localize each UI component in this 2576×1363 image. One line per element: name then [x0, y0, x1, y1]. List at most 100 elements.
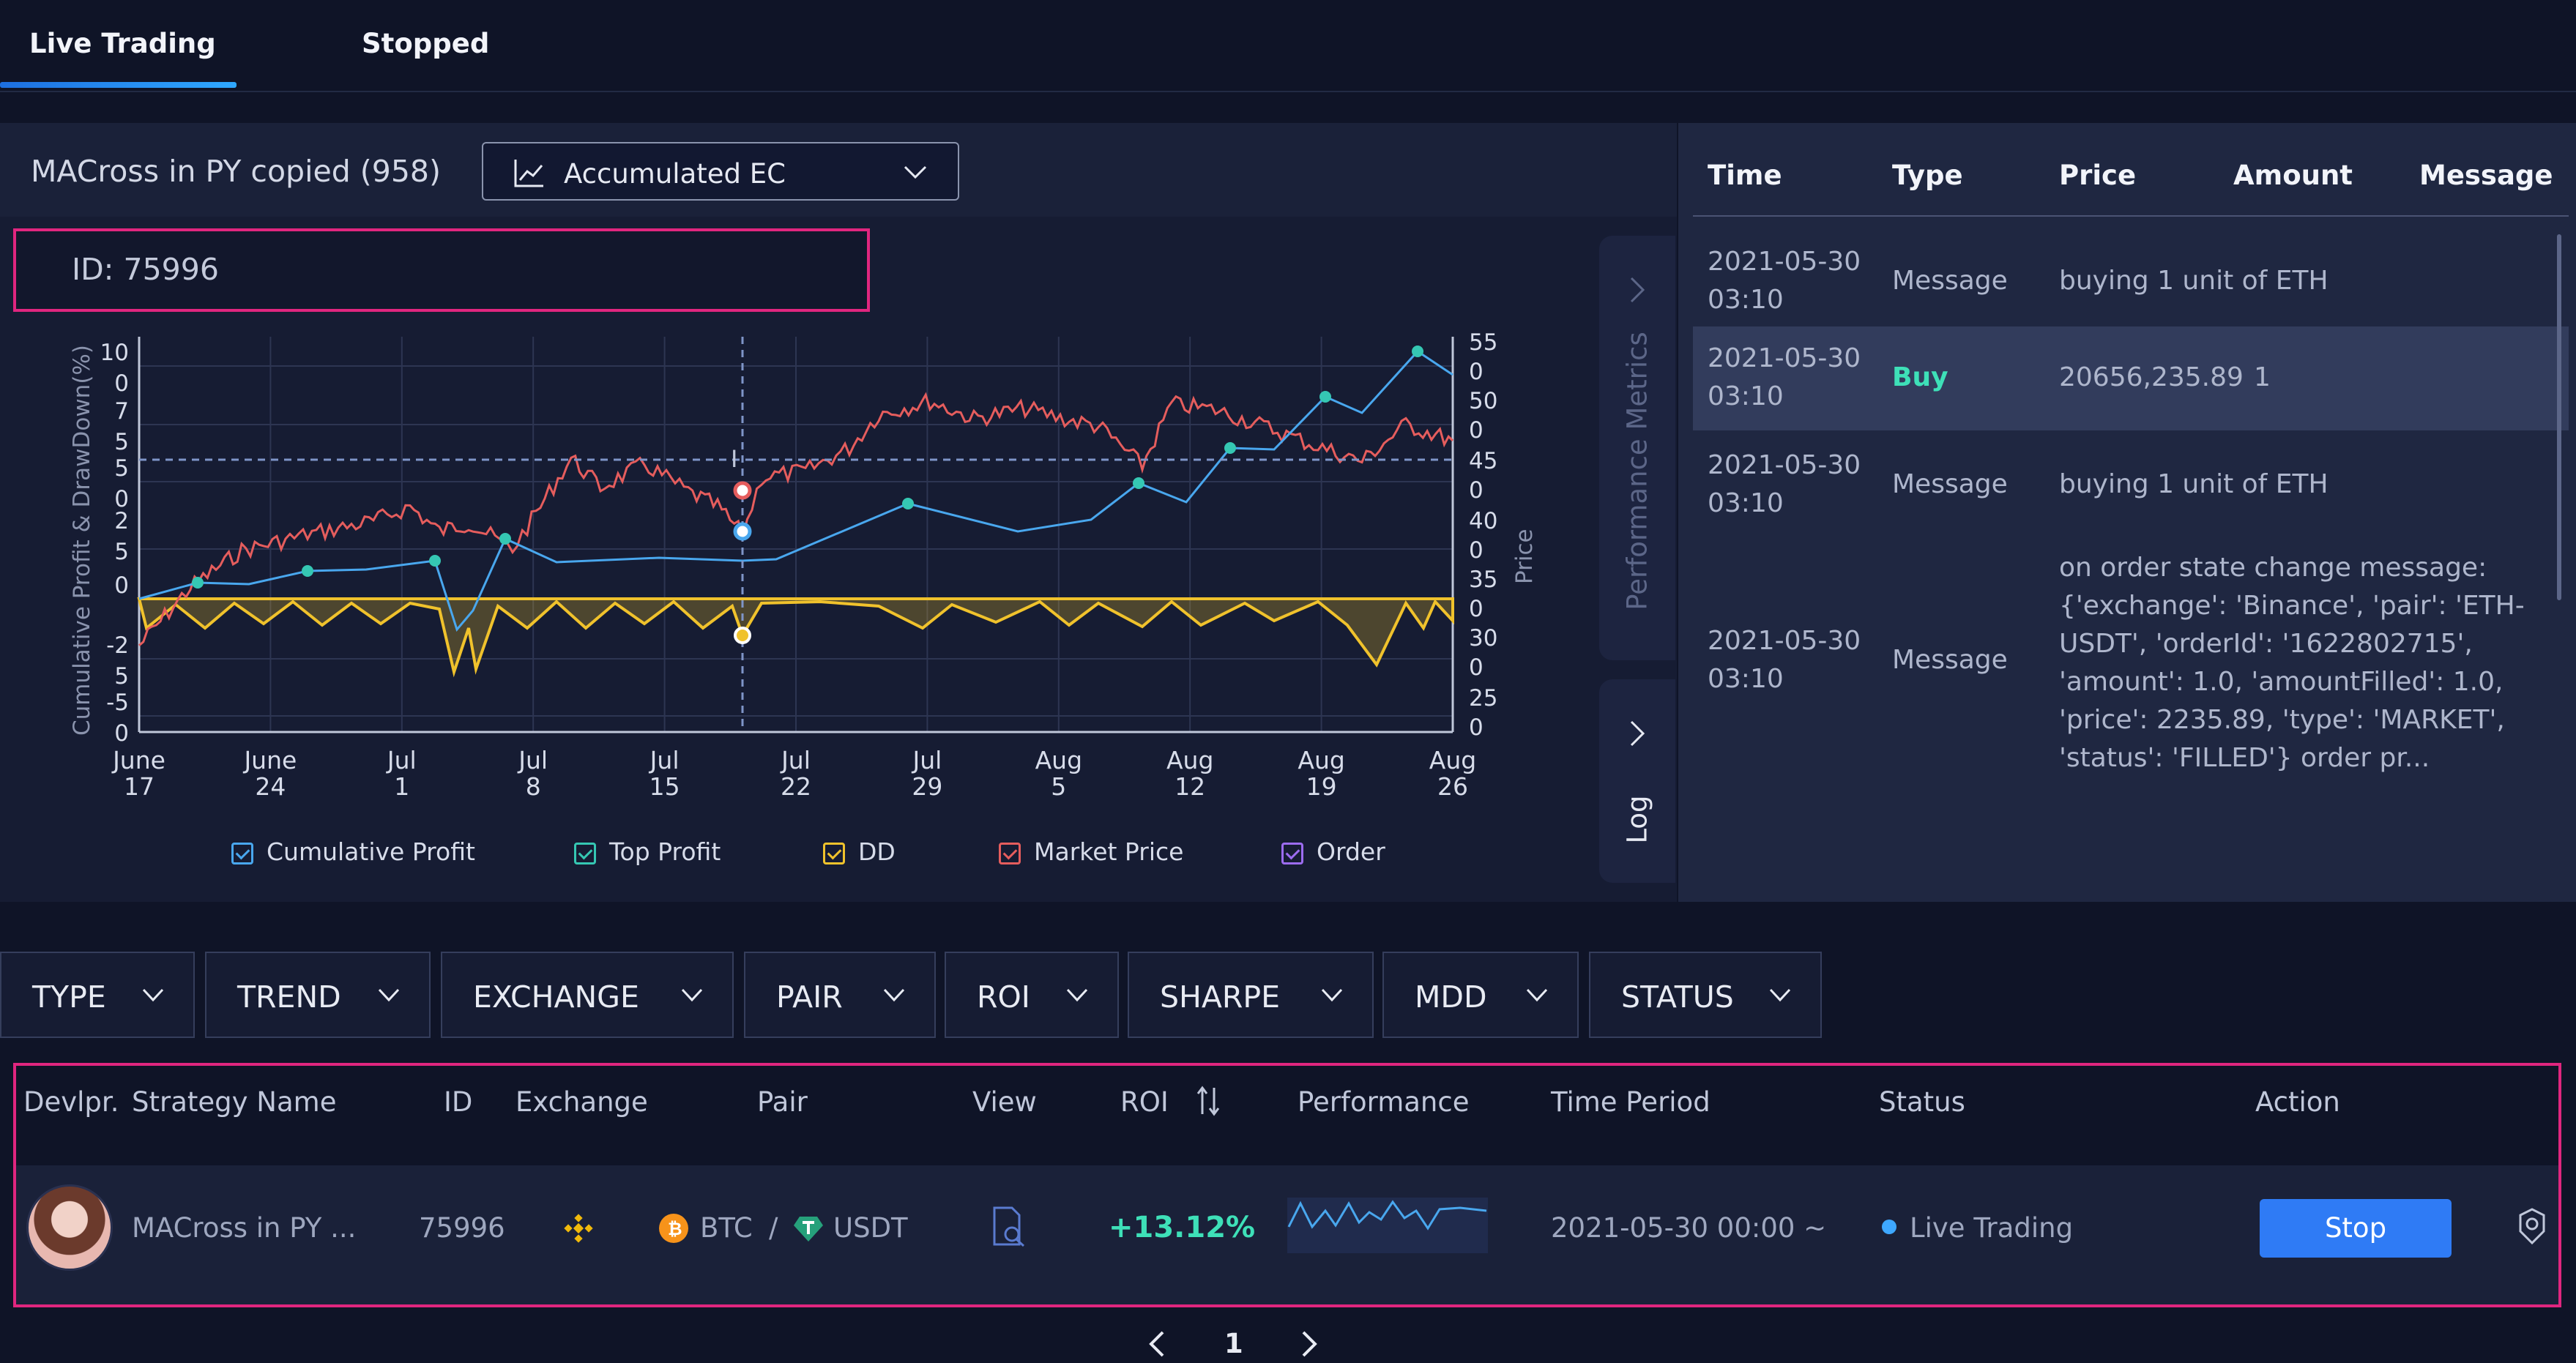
log-price: buying 1 unit of ETH	[2059, 469, 2329, 499]
view-report-icon[interactable]	[990, 1205, 1028, 1249]
log-row-selected[interactable]: 2021-05-30 03:10 Buy 20656,235.89 1	[1693, 326, 2569, 430]
filter-sharpe[interactable]: SHARPE	[1128, 952, 1374, 1038]
time-period: 2021-05-30 00:00 ~	[1551, 1212, 1827, 1244]
robot-settings-icon[interactable]	[2513, 1206, 2551, 1247]
x-tick-label: Jul	[649, 746, 680, 774]
hover-price-point	[733, 481, 752, 500]
log-type-buy: Buy	[1892, 362, 1948, 392]
legend-cumulative-profit[interactable]: Cumulative Profit	[231, 837, 475, 866]
y2-tick-label: 0	[1469, 359, 1484, 385]
chevron-down-icon	[1321, 988, 1343, 1002]
log-row[interactable]: 2021-05-30 03:10 Message buying 1 unit of…	[1693, 436, 2569, 540]
x-tick-label: Jul	[517, 746, 548, 774]
filter-type[interactable]: TYPE	[0, 952, 195, 1038]
filter-status[interactable]: STATUS	[1589, 952, 1822, 1038]
svg-text:₿: ₿	[668, 1219, 682, 1239]
prev-page-icon[interactable]	[1144, 1329, 1170, 1359]
legend-market-price[interactable]: Market Price	[999, 837, 1183, 866]
legend-order[interactable]: Order	[1281, 837, 1385, 866]
ec-type-dropdown[interactable]: Accumulated EC	[482, 142, 959, 201]
y-tick-label: 0	[114, 486, 129, 512]
log-type: Message	[1892, 645, 2008, 675]
th-id: ID	[444, 1086, 473, 1118]
usdt-icon	[794, 1217, 823, 1241]
x-tick-label: 24	[255, 772, 286, 801]
log-scrollbar[interactable]	[2557, 234, 2561, 600]
cumulative-profit-line	[138, 350, 1453, 632]
x-tick-label: June	[242, 746, 297, 774]
page-number[interactable]: 1	[1224, 1328, 1243, 1359]
cursor-icon: I	[731, 445, 737, 473]
top-profit-points	[192, 346, 1423, 589]
status-text: Live Trading	[1910, 1212, 2074, 1244]
avatar[interactable]	[26, 1184, 113, 1271]
strategy-id-box: ID: 75996	[13, 228, 870, 312]
y2-tick-label: 50	[1469, 388, 1497, 414]
log-panel: Time Type Price Amount Message 2021-05-3…	[1678, 123, 2576, 902]
chevron-down-icon	[681, 988, 703, 1002]
checkbox-icon	[1281, 842, 1303, 865]
roi-value: +13.12%	[1109, 1211, 1256, 1244]
y-tick-label: -5	[106, 690, 129, 716]
pair-quote: USDT	[833, 1212, 908, 1244]
filter-exchange[interactable]: EXCHANGE	[441, 952, 734, 1038]
y-axis-label: Cumulative Profit & DrawDown(%)	[69, 345, 95, 736]
x-tick-label: Jul	[911, 746, 942, 774]
top-tabs: Live Trading Stopped	[0, 0, 2576, 92]
top-profit-point	[902, 498, 914, 509]
chevron-down-icon	[1769, 988, 1791, 1002]
top-profit-point	[1133, 477, 1144, 489]
strategy-name[interactable]: MACross in PY ...	[132, 1212, 357, 1244]
chevron-down-icon	[142, 988, 164, 1002]
legend-dd[interactable]: DD	[823, 837, 896, 866]
th-view: View	[972, 1086, 1037, 1118]
strategy-table	[13, 1063, 2561, 1307]
x-tick-label: June	[111, 746, 165, 774]
log-header-price: Price	[2059, 160, 2137, 191]
tab-stopped[interactable]: Stopped	[362, 28, 490, 59]
performance-metrics-tab[interactable]: Performance Metrics	[1599, 236, 1675, 660]
checkbox-icon	[999, 842, 1021, 865]
y2-tick-label: 0	[1469, 654, 1484, 681]
ec-dropdown-label: Accumulated EC	[564, 158, 786, 190]
chevron-right-icon	[1630, 720, 1645, 747]
log-time: 2021-05-30 03:10	[1708, 450, 1861, 518]
filter-pair[interactable]: PAIR	[744, 952, 936, 1038]
x-tick-label: Aug	[1298, 746, 1344, 774]
chart-axes: June17June24Jul1Jul8Jul15Jul22Jul29Aug5A…	[100, 329, 1498, 801]
checkbox-icon	[823, 842, 845, 865]
performance-metrics-label: Performance Metrics	[1621, 332, 1653, 610]
filter-mdd[interactable]: MDD	[1382, 952, 1579, 1038]
hover-profit-point	[733, 522, 752, 541]
status-dot	[1882, 1220, 1896, 1234]
th-action: Action	[2255, 1086, 2340, 1118]
log-row[interactable]: 2021-05-30 03:10 Message buying 1 unit of…	[1693, 233, 2569, 337]
y-tick-label: 5	[114, 429, 129, 455]
hover-dd-point	[734, 627, 751, 644]
tab-live-trading[interactable]: Live Trading	[29, 28, 216, 59]
sort-icon[interactable]	[1195, 1085, 1221, 1117]
top-profit-point	[1319, 391, 1331, 403]
stop-button[interactable]: Stop	[2260, 1199, 2452, 1258]
next-page-icon[interactable]	[1296, 1329, 1322, 1359]
log-amount: 1	[2254, 362, 2271, 392]
x-tick-label: 26	[1437, 772, 1468, 801]
chevron-down-icon	[1526, 988, 1548, 1002]
equity-chart[interactable]: June17June24Jul1Jul8Jul15Jul22Jul29Aug5A…	[0, 315, 1538, 827]
log-row[interactable]: 2021-05-30 03:10 Message on order state c…	[1693, 549, 2569, 783]
log-header-divider	[1693, 215, 2569, 217]
y2-tick-label: 40	[1469, 508, 1497, 534]
legend-top-profit[interactable]: Top Profit	[574, 837, 721, 866]
log-type: Message	[1892, 266, 2008, 296]
y2-tick-label: 30	[1469, 625, 1497, 651]
performance-sparkline	[1287, 1198, 1488, 1253]
filter-trend[interactable]: TREND	[205, 952, 431, 1038]
th-roi[interactable]: ROI	[1120, 1086, 1169, 1118]
th-developer: Devlpr.	[23, 1086, 119, 1118]
log-time: 2021-05-30 03:10	[1708, 626, 1861, 694]
log-message: on order state change message: {'exchang…	[2059, 553, 2525, 773]
y-tick-label: 5	[114, 539, 129, 565]
log-tab[interactable]: Log	[1599, 679, 1675, 883]
filter-roi[interactable]: ROI	[945, 952, 1119, 1038]
x-tick-label: 12	[1175, 772, 1205, 801]
